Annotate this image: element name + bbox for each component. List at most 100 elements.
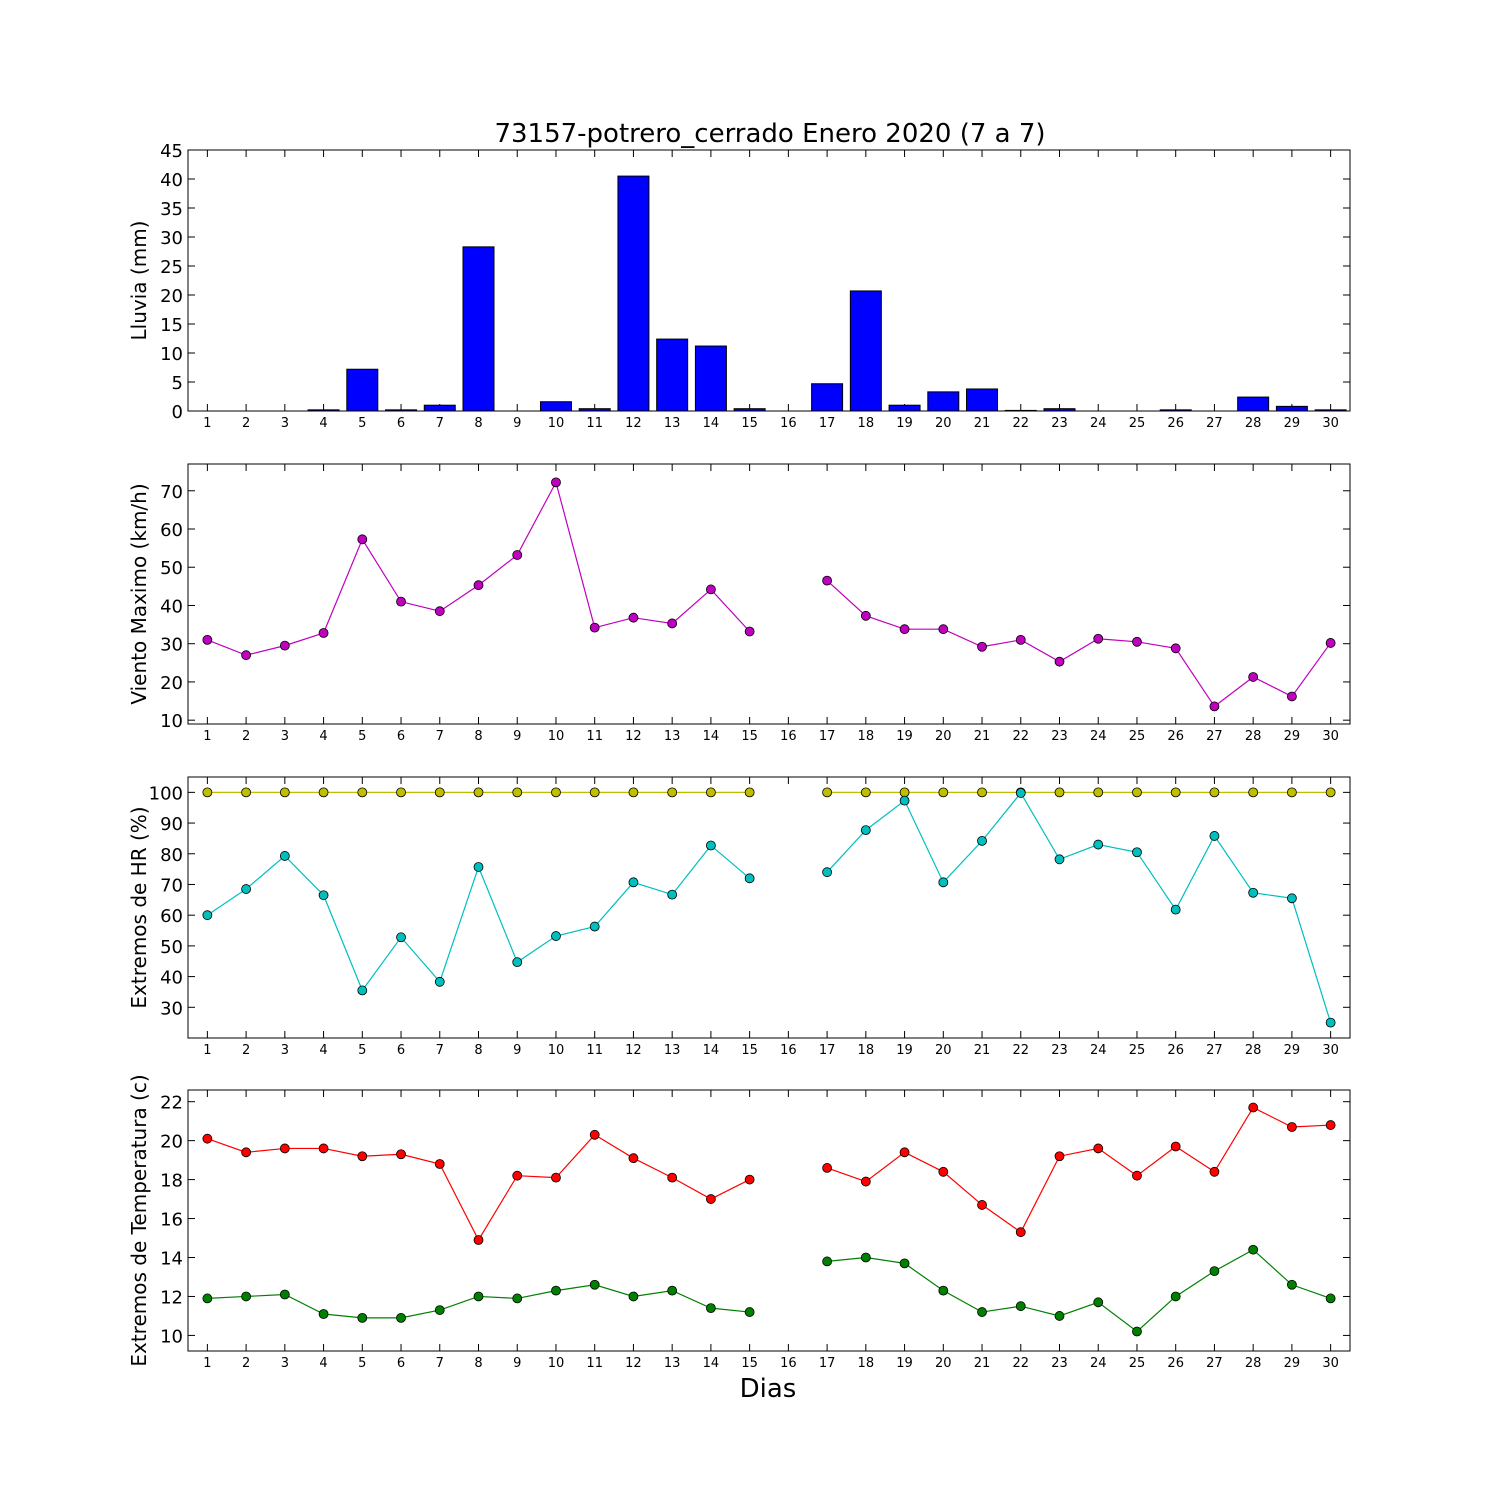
data-point [667,618,678,629]
x-tick-label: 11 [586,416,603,431]
series-line [826,1106,1331,1234]
x-tick-label: 25 [1129,1043,1146,1058]
data-point [1093,1143,1104,1154]
x-tick-label: 18 [858,1043,875,1058]
x-tick-label: 28 [1245,1356,1262,1371]
data-point [551,477,561,488]
data-point [899,1258,910,1269]
x-tick-label: 30 [1322,1356,1339,1371]
data-point [628,1153,639,1164]
x-tick-label: 30 [1322,729,1339,744]
data-point [1093,787,1104,798]
x-tick-label: 12 [625,1043,642,1058]
x-tick-label: 3 [281,1043,289,1058]
data-point [279,851,290,861]
bar [1043,408,1076,412]
data-point [1015,634,1026,645]
y-tick-label: 30 [160,998,183,1019]
data-point [1325,1120,1336,1130]
bar [694,345,727,412]
data-point [1170,904,1181,915]
x-tick-label: 14 [703,416,720,431]
data-point [1015,1227,1026,1238]
y-tick-label: 16 [160,1210,183,1231]
data-point [512,1170,523,1181]
x-tick-label: 16 [780,416,797,431]
data-point [706,584,716,595]
data-point [1325,787,1336,798]
y-tick-label: 60 [160,520,183,541]
x-tick-label: 16 [780,1043,797,1058]
data-point [706,840,716,851]
data-point [1287,691,1297,702]
bar [888,404,921,412]
bar [811,383,844,412]
x-tick-label: 13 [664,416,681,431]
x-tick-label: 9 [513,1356,521,1371]
x-tick-label: 6 [397,1356,405,1371]
data-point [589,1129,600,1140]
x-tick-label: 4 [319,729,327,744]
x-tick-label: 2 [242,729,250,744]
data-point [1248,672,1259,682]
data-point [667,1172,678,1183]
y-tick-label: 40 [160,170,183,191]
data-point [744,1174,755,1185]
x-tick-label: 9 [513,729,521,744]
data-point [318,628,329,638]
data-point [938,787,949,798]
x-tick-label: 27 [1206,729,1223,744]
data-point [706,1303,716,1314]
series-2 [202,788,1336,1028]
x-tick-label: 4 [319,1043,327,1058]
x-tick-label: 29 [1284,1356,1301,1371]
bar [1004,409,1037,412]
data-point [744,626,755,637]
chart-title: 73157-potrero_cerrado Enero 2020 (7 a 7) [494,119,1045,149]
x-tick-label: 26 [1167,1356,1184,1371]
y-tick-label: 40 [160,596,183,617]
data-point [589,921,600,932]
x-tick-label: 23 [1051,729,1068,744]
x-tick-label: 13 [664,1356,681,1371]
series-line [827,1248,1331,1333]
y-tick-label: 30 [160,635,183,656]
y-tick-label: 10 [160,344,183,365]
data-point [512,1293,523,1304]
data-point [396,1312,406,1323]
data-point [1170,1141,1181,1152]
x-tick-label: 12 [625,1356,642,1371]
y-tick-label: 10 [160,1326,183,1347]
y-tick-label: 70 [160,875,183,896]
data-point [241,884,252,894]
x-tick-label: 19 [896,1043,913,1058]
data-point [860,1176,871,1187]
data-point [1248,1244,1259,1255]
x-tick-label: 8 [474,1356,482,1371]
data-point [434,606,445,617]
x-tick-label: 23 [1051,1356,1068,1371]
plot-frame [187,1089,1351,1352]
x-tick-label: 26 [1167,416,1184,431]
data-point [938,877,949,888]
data-point [396,932,406,943]
data-point [473,787,484,798]
data-point [938,1166,949,1177]
x-tick-label: 7 [436,416,444,431]
y-tick-label: 90 [160,814,183,835]
data-point [434,1305,445,1315]
data-point [279,787,290,798]
x-tick-label: 12 [625,416,642,431]
data-point [357,985,368,996]
x-tick-label: 11 [586,1356,603,1371]
data-point [822,1256,832,1267]
x-tick-label: 1 [203,1356,211,1371]
x-tick-label: 21 [974,1356,991,1371]
bar [656,338,689,412]
data-point [357,534,368,545]
x-tick-label: 15 [741,1356,758,1371]
plot-frame [187,776,1351,1039]
data-point [589,787,600,798]
